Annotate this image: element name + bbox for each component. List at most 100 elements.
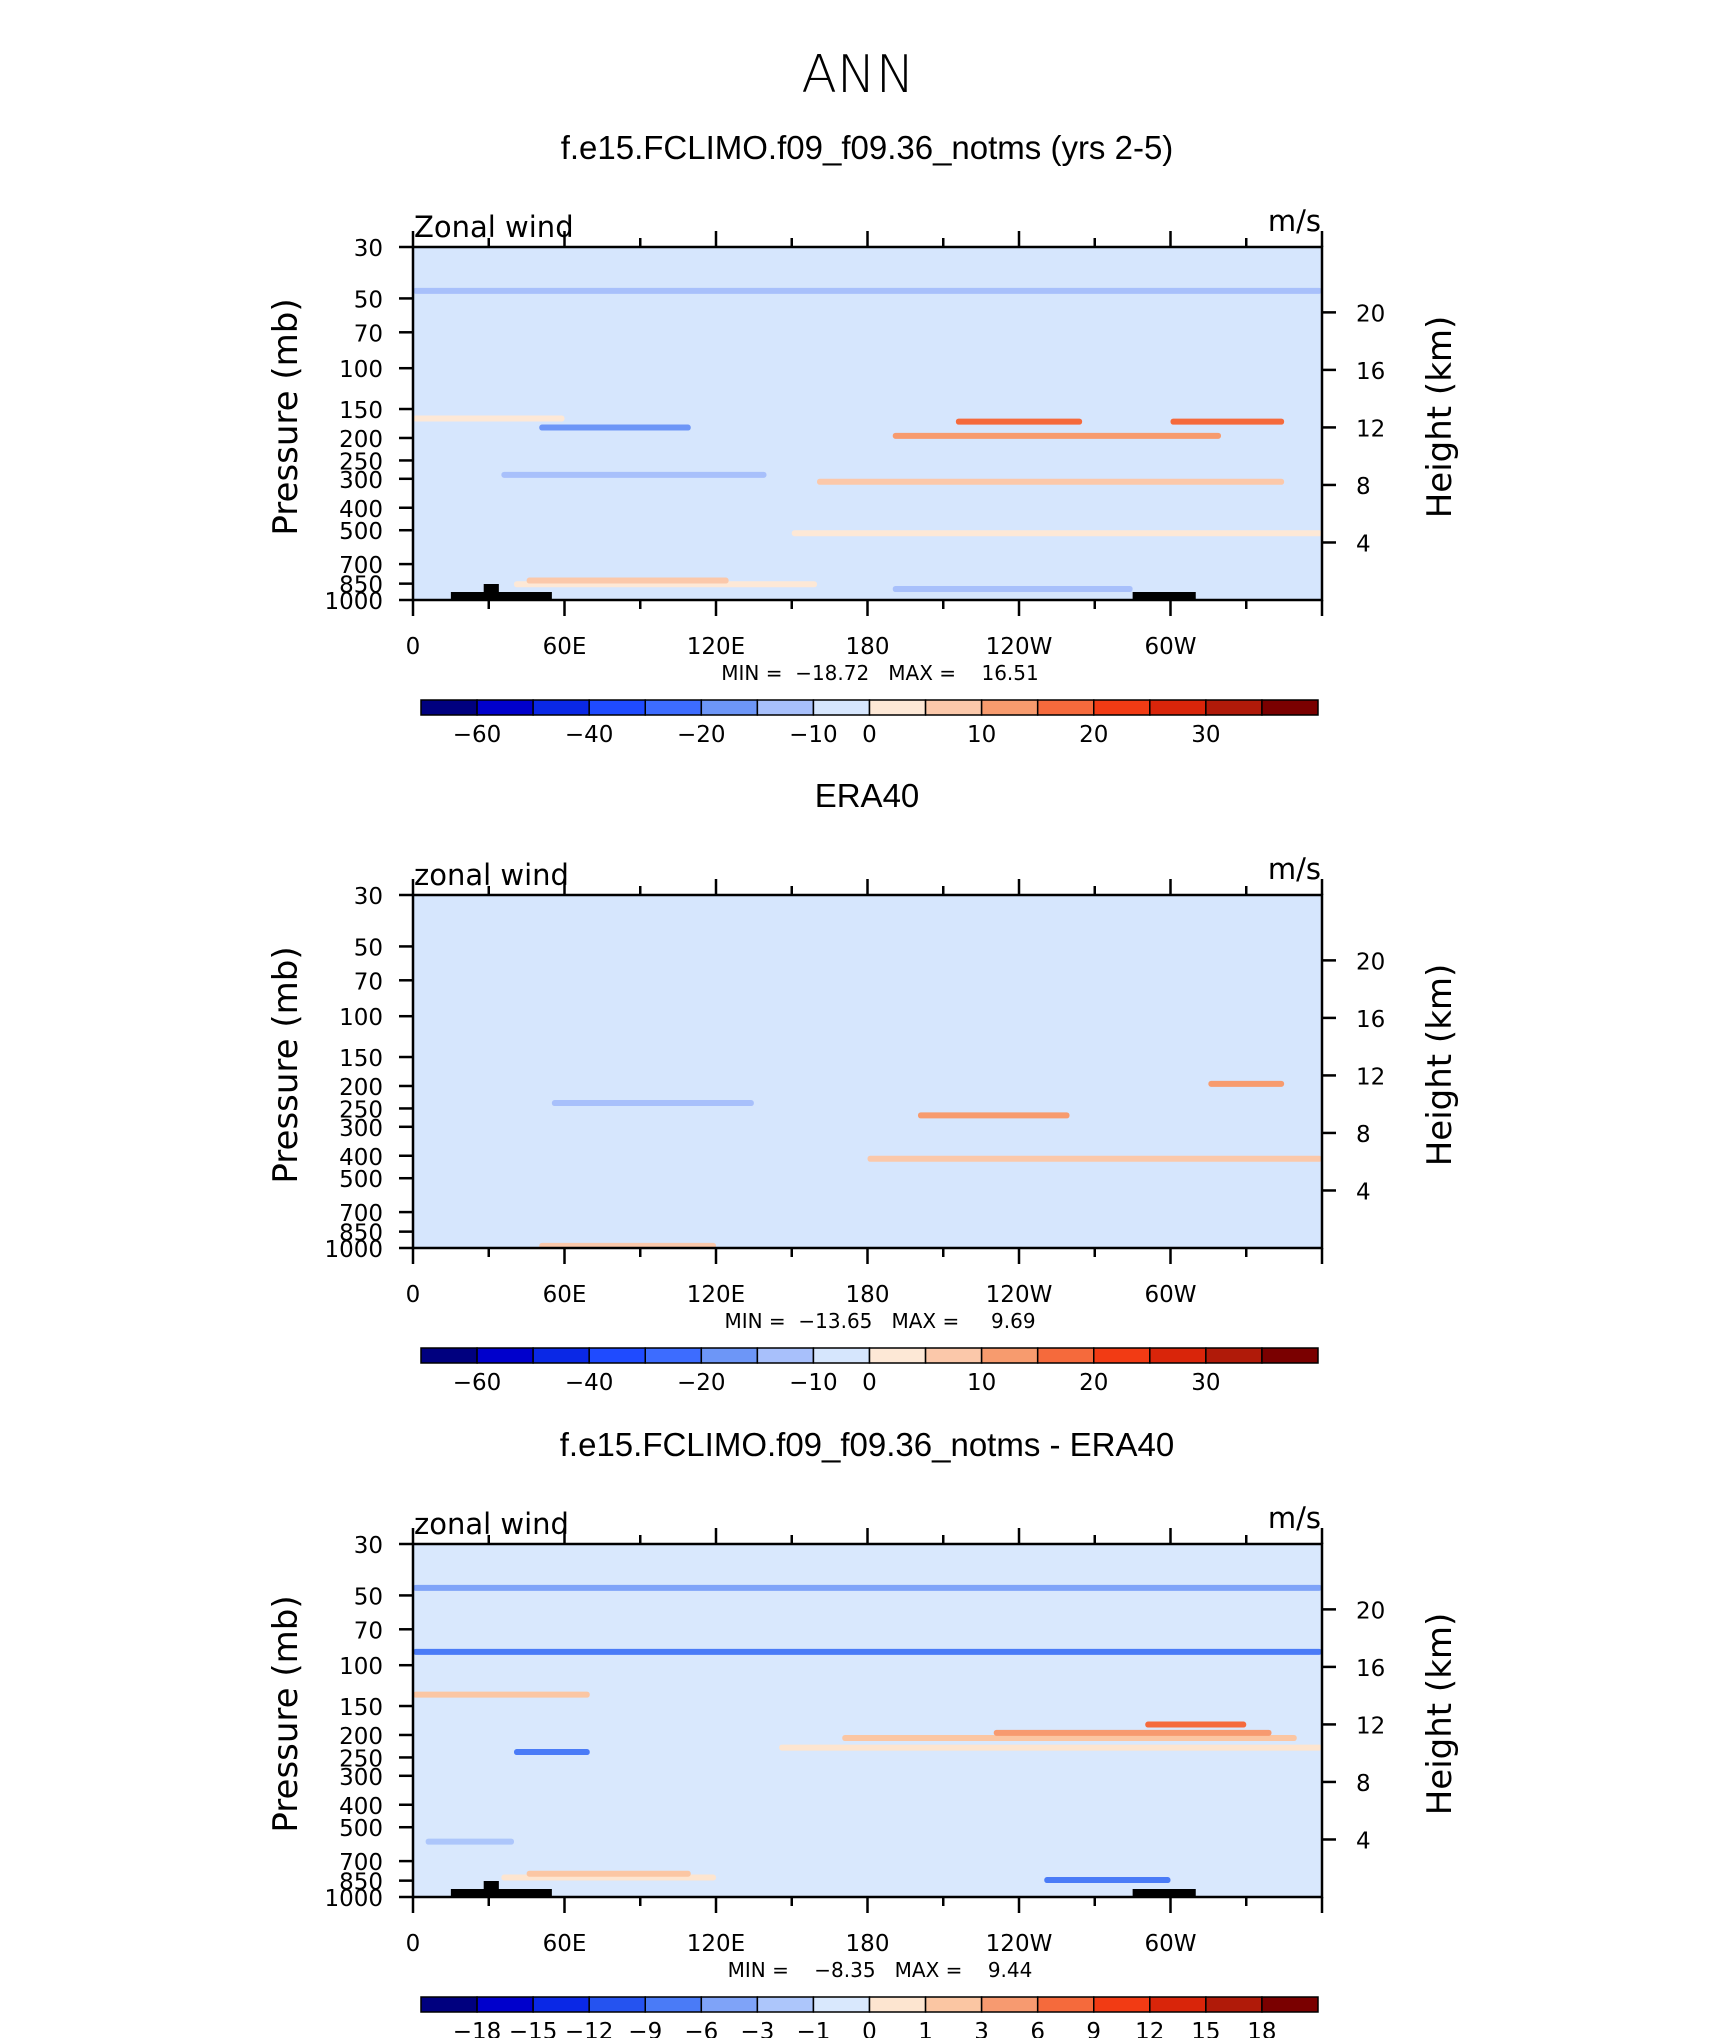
y-tick-label: 200 xyxy=(339,427,383,453)
y-tick-label: 400 xyxy=(339,497,383,523)
colorbar-label: −15 xyxy=(509,2019,558,2038)
topography xyxy=(483,1881,499,1897)
x-tick-label: 120W xyxy=(986,1282,1053,1308)
colorbar-label: 10 xyxy=(967,722,996,748)
contour-region xyxy=(539,424,691,431)
colorbar-label: 3 xyxy=(974,2019,989,2038)
y-axis-label-right: Height (km) xyxy=(1420,964,1460,1167)
colorbar-swatch xyxy=(1261,1996,1319,2013)
colorbar-swatch xyxy=(812,699,871,716)
colorbar-swatch xyxy=(420,699,478,716)
contour-region xyxy=(526,1870,691,1877)
x-tick-label: 120E xyxy=(687,1931,745,1957)
y-tick-label: 150 xyxy=(339,1046,383,1072)
y-tick-label: 200 xyxy=(339,1075,383,1101)
colorbar-swatch xyxy=(644,1996,703,2013)
colorbar-label: 30 xyxy=(1191,722,1220,748)
y-right-tick-label: 20 xyxy=(1356,949,1385,975)
contour-region xyxy=(539,1242,716,1248)
contour-region xyxy=(413,1691,590,1698)
panels: f.e15.FCLIMO.f09_f09.36_notms (yrs 2-5) 0… xyxy=(266,129,1460,2038)
contour-region xyxy=(779,1744,1322,1751)
units-label: m/s xyxy=(1268,1501,1321,1535)
contour-region xyxy=(526,577,729,584)
x-tick-label: 120W xyxy=(986,634,1053,660)
topography xyxy=(450,592,552,600)
contour-region xyxy=(766,1775,1322,1782)
contour-region xyxy=(791,530,1322,537)
contour-region xyxy=(514,1749,590,1756)
colorbar-swatch xyxy=(868,1996,927,2013)
panel-title: f.e15.FCLIMO.f09_f09.36_notms (yrs 2-5) xyxy=(561,129,1174,166)
y-tick-label: 300 xyxy=(339,1765,383,1791)
colorbar-swatch xyxy=(644,699,703,716)
colorbar-swatch xyxy=(532,1996,590,2013)
contour-region xyxy=(867,1155,1322,1162)
colorbar-label: 30 xyxy=(1191,1370,1220,1396)
y-axis-label: Pressure (mb) xyxy=(266,1595,306,1832)
y-tick-label: 100 xyxy=(339,1005,383,1031)
colorbar-swatch xyxy=(868,1347,927,1364)
y-axis-label-right: Height (km) xyxy=(1420,1613,1460,1816)
colorbar-swatch xyxy=(1205,699,1263,716)
y-tick-label: 250 xyxy=(339,449,383,475)
variable-label: zonal wind xyxy=(414,858,569,892)
y-tick-label: 300 xyxy=(339,468,383,494)
variable-label: zonal wind xyxy=(414,1507,569,1541)
colorbar-label: −6 xyxy=(684,2019,718,2038)
y-tick-label: 250 xyxy=(339,1097,383,1123)
y-right-tick-label: 4 xyxy=(1356,1179,1371,1205)
colorbar-swatch xyxy=(1093,1996,1151,2013)
y-tick-label: 30 xyxy=(354,1533,383,1559)
y-right-tick-label: 12 xyxy=(1356,416,1385,442)
y-tick-label: 150 xyxy=(339,1695,383,1721)
contour-region xyxy=(918,1112,1070,1119)
colorbar-swatch xyxy=(476,1996,534,2013)
x-tick-label: 60W xyxy=(1144,1282,1196,1308)
y-tick-label: 850 xyxy=(339,573,383,599)
colorbar-swatch xyxy=(868,699,927,716)
contour-region xyxy=(1145,1721,1247,1728)
x-tick-label: 180 xyxy=(846,1282,890,1308)
y-right-tick-label: 4 xyxy=(1356,531,1371,557)
topography xyxy=(1132,1889,1196,1897)
y-tick-label: 50 xyxy=(354,1584,383,1610)
colorbar-label: 20 xyxy=(1079,722,1108,748)
y-tick-label: 30 xyxy=(354,236,383,262)
colorbar-swatch xyxy=(924,1347,983,1364)
field xyxy=(413,895,1322,1248)
colorbar-label: 0 xyxy=(862,722,877,748)
y-tick-label: 700 xyxy=(339,553,383,579)
colorbar-label: −60 xyxy=(453,1370,502,1396)
x-tick-label: 120E xyxy=(687,634,745,660)
field xyxy=(413,247,1322,600)
colorbar-swatch xyxy=(812,1996,871,2013)
colorbar-swatch xyxy=(924,1996,983,2013)
variable-label: Zonal wind xyxy=(414,210,574,244)
min-max-text: MIN = −8.35 MAX = 9.44 xyxy=(728,1958,1033,1982)
y-tick-label: 50 xyxy=(354,935,383,961)
y-tick-label: 1000 xyxy=(324,1886,383,1912)
y-right-tick-label: 8 xyxy=(1356,474,1371,500)
colorbar-swatch xyxy=(700,1996,759,2013)
x-tick-label: 0 xyxy=(406,1282,421,1308)
colorbar-label: −9 xyxy=(628,2019,662,2038)
colorbar-swatch xyxy=(1149,699,1207,716)
contour-region xyxy=(993,1729,1272,1736)
y-tick-label: 700 xyxy=(339,1201,383,1227)
colorbar-label: −12 xyxy=(565,2019,614,2038)
contour-region xyxy=(892,432,1221,439)
units-label: m/s xyxy=(1268,204,1321,238)
x-tick-label: 60W xyxy=(1144,634,1196,660)
x-tick-label: 60E xyxy=(543,634,587,660)
colorbar-label: −60 xyxy=(453,722,502,748)
colorbar-label: 10 xyxy=(967,1370,996,1396)
colorbar-label: 6 xyxy=(1030,2019,1045,2038)
colorbar-label: 20 xyxy=(1079,1370,1108,1396)
colorbar-label: 1 xyxy=(918,2019,933,2038)
colorbar-swatch xyxy=(588,699,646,716)
colorbar-swatch xyxy=(980,1347,1039,1364)
y-tick-label: 850 xyxy=(339,1870,383,1896)
y-tick-label: 400 xyxy=(339,1794,383,1820)
